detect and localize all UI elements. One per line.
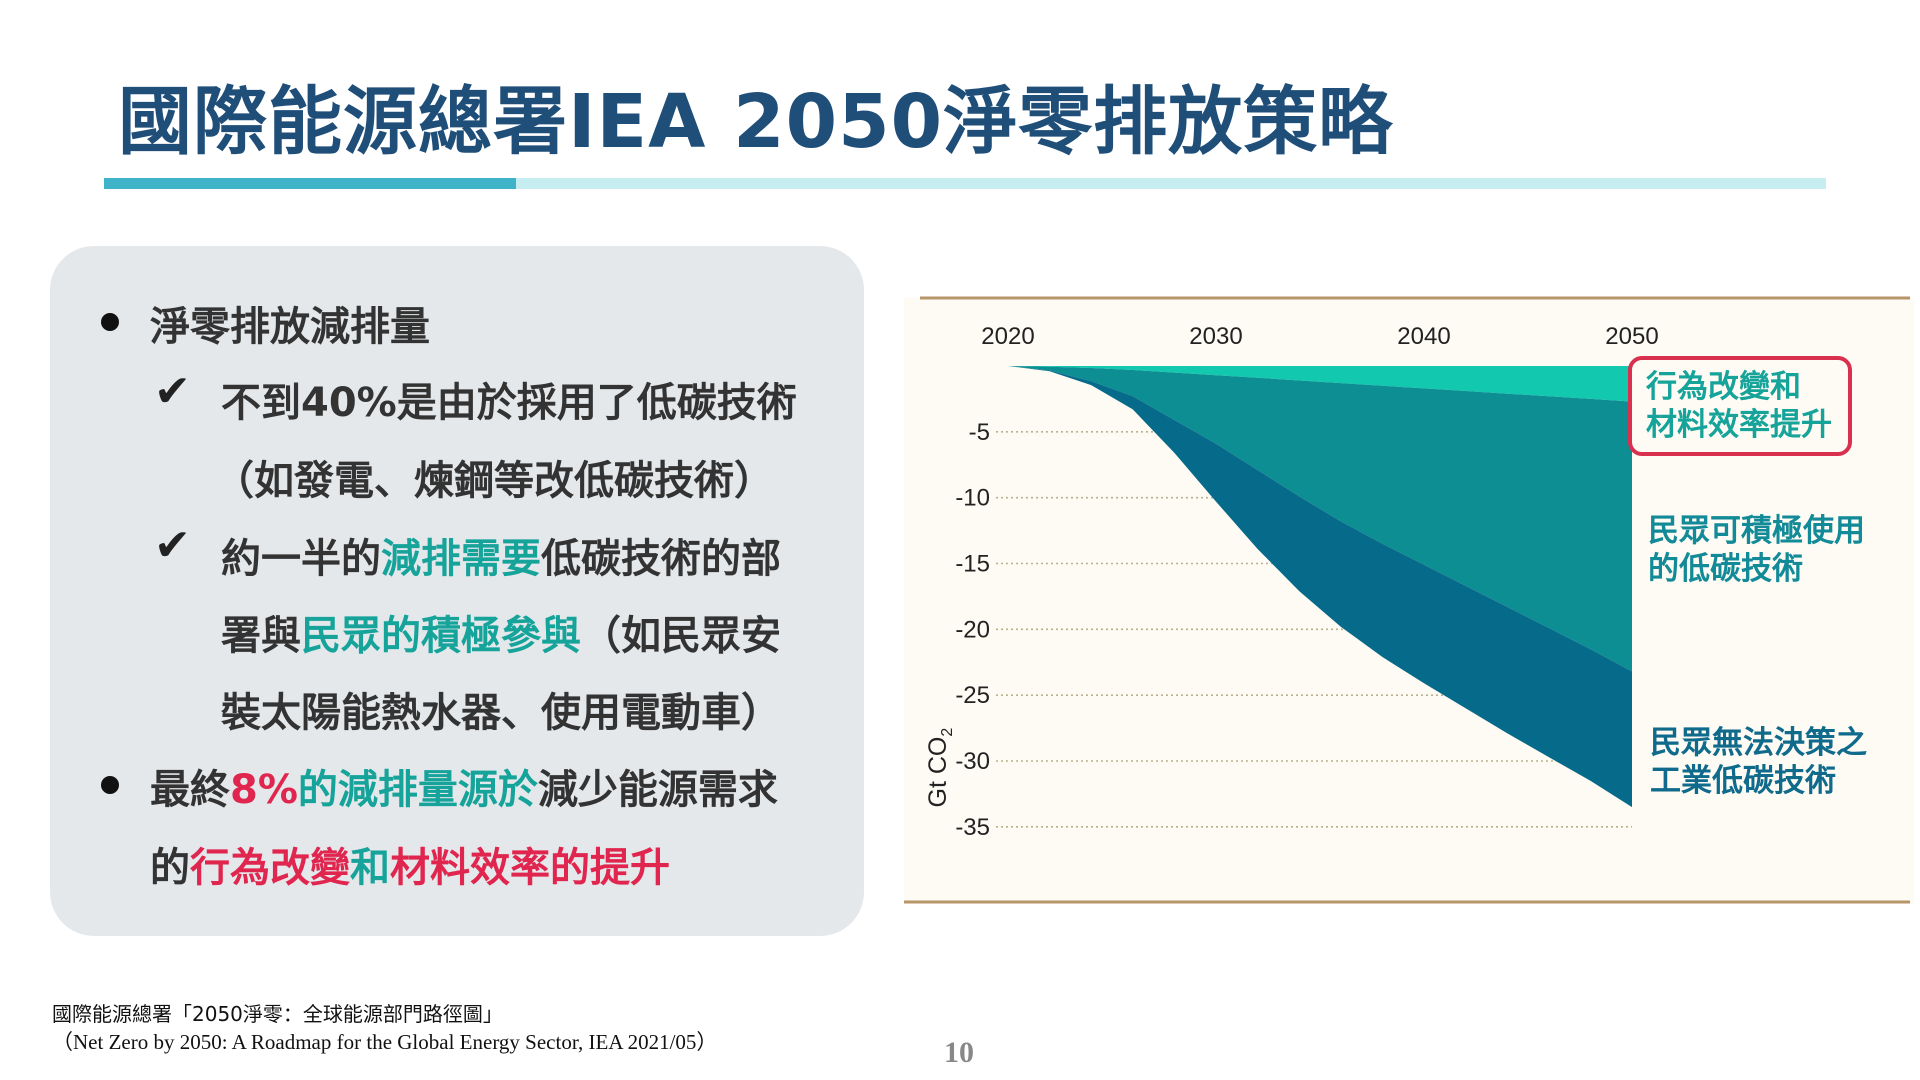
label-behavior-line-2: 材料效率提升	[1646, 407, 1832, 443]
page-title: 國際能源總署IEA 2050淨零排放策略	[118, 79, 1394, 165]
bullet-2-line-2: 的行為改變和材料效率的提升	[150, 835, 670, 893]
bullet-1-text: 淨零排放減排量	[150, 304, 430, 350]
check-1-line-2: （如發電、煉鋼等改低碳技術）	[214, 458, 774, 504]
bullet-2-line-1: 最終8%的減排量源於減少能源需求	[150, 757, 778, 815]
highlight-behavior-change: 行為改變	[190, 845, 350, 891]
emission-reduction-area-chart: -5 -10 -15 -20 -25 -30 -35 2020 2030 2040 2050 Gt C…	[904, 296, 1914, 904]
label-citizen-tech: 民眾可積極使用 的低碳技術	[1648, 512, 1865, 588]
y-axis-label-main: Gt CO	[924, 737, 952, 808]
bullet-2-text: 減少能源需求	[537, 767, 778, 813]
check-1-line-1: 不到40%是由於採用了低碳技術	[221, 380, 797, 426]
check-2-text: 低碳技術的部	[541, 536, 781, 582]
label-industry-line-2: 工業低碳技術	[1650, 763, 1836, 799]
source-en: （Net Zero by 2050: A Roadmap for the Glo…	[52, 1030, 718, 1054]
bullet-dot-icon	[101, 776, 119, 794]
title-underline	[104, 178, 1826, 189]
title-underline-accent	[104, 178, 516, 189]
y-tick-label: -15	[955, 551, 990, 578]
check-mark-icon: ✔	[154, 520, 191, 571]
highlight-reduction-needs: 減排需要	[381, 536, 541, 582]
y-axis-label: Gt CO2	[924, 728, 956, 808]
check-2-text: （如民眾安	[581, 613, 781, 659]
y-axis-label-subscript: 2	[939, 728, 956, 737]
label-industry-line-1: 民眾無法決策之	[1650, 725, 1867, 761]
y-tick-label: -25	[955, 682, 990, 709]
highlight-reduction-source: 的減排量源於	[297, 767, 538, 813]
y-tick-label: -35	[955, 814, 990, 841]
bullet-2-text: 的	[150, 845, 190, 891]
check-mark-icon: ✔	[154, 366, 191, 417]
x-tick-label: 2050	[1605, 323, 1658, 350]
label-citizen-line-2: 的低碳技術	[1648, 551, 1803, 587]
check-2-line-2: 署與民眾的積極參與（如民眾安	[221, 603, 781, 661]
label-citizen-line-1: 民眾可積極使用	[1648, 513, 1865, 549]
label-behavior-line-1: 行為改變和	[1646, 369, 1801, 405]
label-industry-tech: 民眾無法決策之 工業低碳技術	[1650, 724, 1867, 800]
x-tick-label: 2040	[1397, 323, 1450, 350]
y-tick-label: -20	[955, 616, 990, 643]
x-tick-label: 2020	[981, 323, 1034, 350]
highlight-8-percent: 8%	[230, 767, 298, 813]
highlight-citizen-participation: 民眾的積極參與	[301, 613, 581, 659]
label-behavior-change-box: 行為改變和 材料效率提升	[1628, 356, 1852, 456]
area-series-3	[1008, 366, 1632, 808]
bullet-dot-icon	[101, 313, 119, 331]
area-series-1	[1008, 366, 1632, 402]
check-2-text: 約一半的	[221, 536, 381, 582]
area-series-2	[1008, 366, 1632, 672]
summary-panel	[50, 246, 864, 936]
check-2-line-1: 約一半的減排需要低碳技術的部	[221, 526, 781, 584]
check-2-text: 署與	[221, 613, 301, 659]
page-number: 10	[944, 1036, 974, 1069]
y-tick-label: -5	[969, 419, 990, 446]
highlight-material-efficiency: 材料效率的提升	[390, 845, 670, 891]
x-tick-label: 2030	[1189, 323, 1242, 350]
bullet-2-text: 最終	[150, 767, 230, 813]
source-zh: 國際能源總署「2050淨零：全球能源部門路徑圖」	[52, 1002, 503, 1026]
check-2-line-3: 裝太陽能熱水器、使用電動車）	[221, 690, 781, 736]
y-tick-label: -30	[955, 748, 990, 775]
highlight-and: 和	[350, 845, 390, 891]
y-tick-label: -10	[955, 485, 990, 512]
source-citation: 國際能源總署「2050淨零：全球能源部門路徑圖」 （Net Zero by 20…	[52, 1000, 717, 1056]
